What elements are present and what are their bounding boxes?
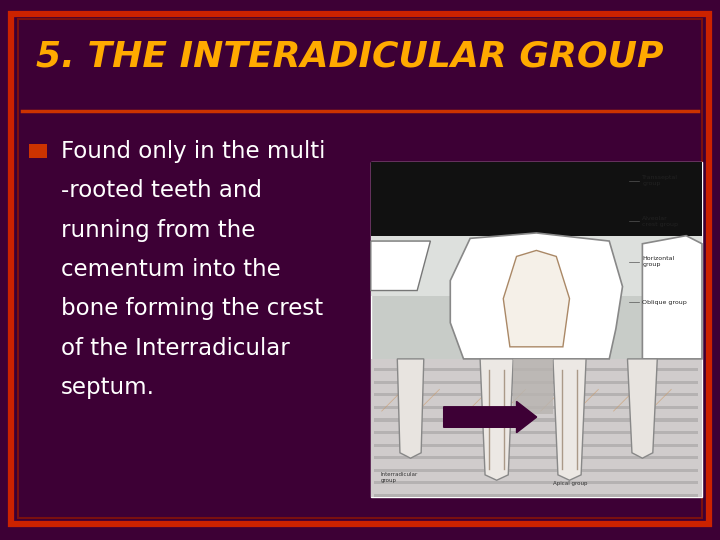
- Text: Interradicular
group: Interradicular group: [381, 472, 418, 483]
- Text: cementum into the: cementum into the: [61, 258, 281, 281]
- Bar: [371, 235, 702, 296]
- Bar: [371, 162, 702, 497]
- Polygon shape: [480, 359, 513, 480]
- Bar: [374, 431, 698, 434]
- Polygon shape: [503, 251, 570, 347]
- Bar: [374, 368, 698, 372]
- Polygon shape: [450, 233, 623, 359]
- Text: 5. THE INTERADICULAR GROUP: 5. THE INTERADICULAR GROUP: [36, 40, 664, 73]
- Text: Oblique group: Oblique group: [642, 300, 687, 305]
- Bar: [29, 144, 47, 158]
- Bar: [374, 393, 698, 396]
- FancyArrow shape: [444, 401, 536, 433]
- Polygon shape: [371, 241, 431, 291]
- Bar: [371, 162, 702, 235]
- Bar: [374, 494, 698, 497]
- Text: Alveolar
crest group: Alveolar crest group: [642, 216, 678, 227]
- Text: running from the: running from the: [61, 219, 256, 241]
- Bar: [374, 381, 698, 384]
- Text: Apical group: Apical group: [553, 481, 588, 486]
- Text: Horizontal
group: Horizontal group: [642, 256, 675, 267]
- Text: septum.: septum.: [61, 376, 156, 399]
- Text: -rooted teeth and: -rooted teeth and: [61, 179, 262, 202]
- Text: of the Interradicular: of the Interradicular: [61, 337, 290, 360]
- Polygon shape: [627, 359, 657, 458]
- Bar: [374, 406, 698, 409]
- Polygon shape: [553, 359, 586, 480]
- Text: Transseptal
group: Transseptal group: [642, 176, 678, 186]
- Polygon shape: [513, 359, 553, 414]
- Text: bone forming the crest: bone forming the crest: [61, 298, 323, 320]
- Polygon shape: [642, 235, 702, 359]
- Bar: [371, 359, 702, 497]
- Bar: [374, 418, 698, 422]
- Bar: [374, 456, 698, 459]
- Bar: [374, 481, 698, 484]
- Bar: [374, 443, 698, 447]
- Text: Found only in the multi: Found only in the multi: [61, 140, 325, 163]
- Polygon shape: [397, 359, 424, 458]
- Bar: [374, 469, 698, 472]
